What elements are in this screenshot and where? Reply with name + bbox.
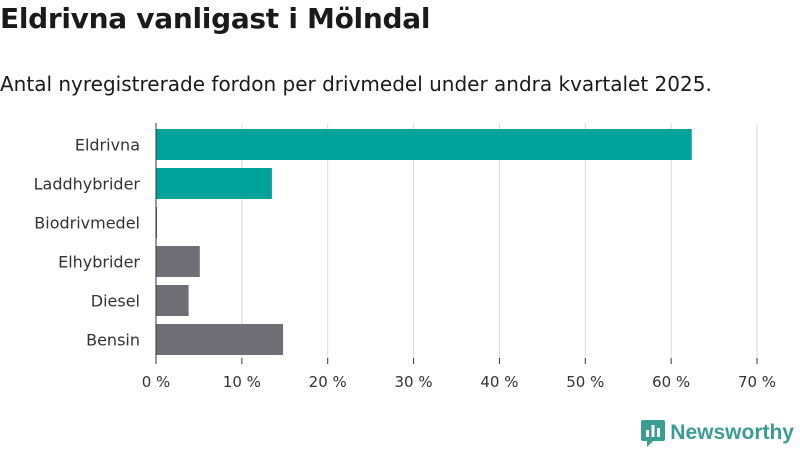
x-tick-label-4: 40 %	[480, 373, 518, 391]
newsworthy-logo-text: Newsworthy	[670, 421, 794, 444]
category-label-diesel: Diesel	[91, 292, 140, 311]
category-label-laddhybrider: Laddhybrider	[34, 175, 141, 194]
x-tick-label-3: 30 %	[395, 373, 433, 391]
bar-eldrivna	[156, 129, 692, 160]
bar-bensin	[156, 324, 284, 355]
x-tick-label-6: 60 %	[652, 373, 690, 391]
category-label-bensin: Bensin	[86, 331, 140, 350]
x-tick-label-5: 50 %	[566, 373, 604, 391]
chart-title: Eldrivna vanligast i Mölndal	[0, 2, 431, 35]
x-tick-label-0: 0 %	[142, 373, 171, 391]
bar-elhybrider	[156, 246, 200, 277]
bar-diesel	[156, 285, 189, 316]
category-label-elhybrider: Elhybrider	[58, 253, 140, 272]
x-tick-label-1: 10 %	[223, 373, 261, 391]
category-label-eldrivna: Eldrivna	[75, 136, 140, 155]
chart-subtitle: Antal nyregistrerade fordon per drivmede…	[0, 72, 712, 96]
x-tick-label-2: 20 %	[309, 373, 347, 391]
newsworthy-logo-icon	[641, 420, 666, 447]
bar-laddhybrider	[156, 168, 272, 199]
x-tick-label-7: 70 %	[738, 373, 776, 391]
category-label-biodrivmedel: Biodrivmedel	[34, 214, 140, 233]
newsworthy-logo: Newsworthy	[640, 418, 794, 448]
